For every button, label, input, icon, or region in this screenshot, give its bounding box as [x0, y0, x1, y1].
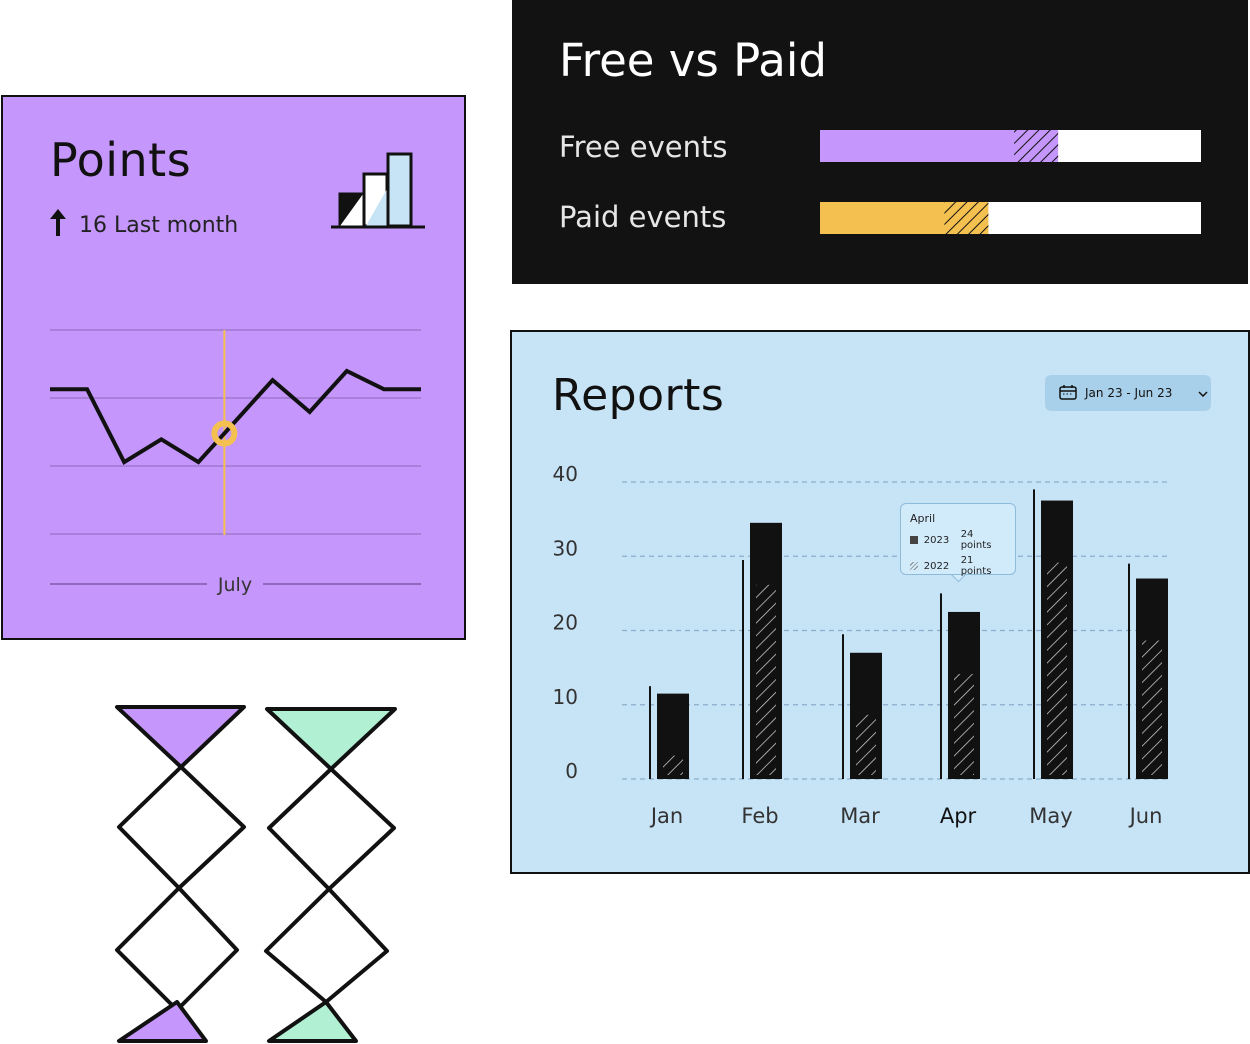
bar-hatch — [1014, 130, 1059, 162]
bar-label-paid: Paid events — [559, 200, 726, 234]
points-line-chart: July — [50, 329, 421, 596]
y-tick-label: 0 — [565, 759, 578, 783]
y-tick-label: 10 — [553, 685, 578, 709]
tooltip-title: April — [910, 512, 936, 525]
bar-label-free: Free events — [559, 130, 727, 164]
calendar-icon — [1059, 384, 1077, 403]
legend-swatch-2022 — [910, 562, 918, 570]
tooltip-value: 24 points — [960, 529, 992, 551]
reports-bar-chart: 0 10 20 30 40 Jan Feb Mar Apr May Jun — [553, 462, 1168, 828]
y-tick-label: 40 — [553, 462, 578, 486]
tooltip-year: 2022 — [923, 560, 950, 572]
x-tick-label: Mar — [840, 804, 880, 828]
tooltip-value: 21 points — [960, 555, 992, 577]
tooltip-year: 2023 — [923, 534, 950, 546]
points-delta: 16 Last month — [47, 207, 238, 243]
bar-hatch — [944, 202, 989, 234]
points-highlight-marker — [211, 420, 238, 447]
bar-hatch-jun — [1142, 640, 1162, 775]
points-card: Points 16 Last month July — [1, 95, 466, 640]
arrow-up-icon — [47, 207, 69, 243]
x-tick-label: Jun — [1128, 804, 1163, 828]
points-x-label: July — [217, 574, 252, 596]
tooltip-row-2023: 2023 24 points — [910, 529, 1006, 551]
bar-tooltip: April 2023 24 points 2022 21 points — [900, 503, 1016, 577]
fvp-title: Free vs Paid — [559, 34, 827, 87]
x-tick-label: Jan — [649, 804, 683, 828]
decorative-diamond-column-left — [115, 705, 246, 1043]
legend-swatch-2023 — [910, 536, 918, 544]
x-tick-label: Feb — [741, 804, 778, 828]
bar-hatch-mar — [856, 714, 876, 775]
reports-card: Reports Jan 23 - Jun 23 0 10 20 30 40 Jan Feb… — [510, 330, 1250, 874]
x-tick-label: Apr — [940, 804, 977, 828]
decorative-diamond-column-right — [264, 707, 397, 1043]
points-series-line — [50, 368, 421, 465]
bar-hatch-feb — [756, 584, 776, 775]
y-tick-label: 20 — [553, 611, 578, 635]
points-title: Points — [50, 133, 192, 187]
bar-hatch-apr — [954, 673, 974, 775]
y-tick-label: 30 — [553, 536, 578, 560]
bar-hatch-may — [1047, 562, 1067, 775]
date-range-text: Jan 23 - Jun 23 — [1085, 386, 1173, 400]
free-vs-paid-card: Free vs Paid Free events Paid events — [512, 0, 1248, 284]
free-vs-paid-chart: Free vs Paid Free events Paid events — [559, 34, 1201, 234]
chevron-down-icon — [1198, 386, 1208, 400]
bar-chart-icon — [329, 149, 425, 233]
points-delta-text: 16 Last month — [79, 212, 239, 238]
bar-hatch-jan — [663, 755, 683, 775]
x-tick-label: May — [1029, 804, 1072, 828]
reports-title: Reports — [552, 370, 725, 421]
date-range-select[interactable]: Jan 23 - Jun 23 — [1045, 375, 1211, 411]
tooltip-row-2022: 2022 21 points — [910, 555, 1006, 577]
